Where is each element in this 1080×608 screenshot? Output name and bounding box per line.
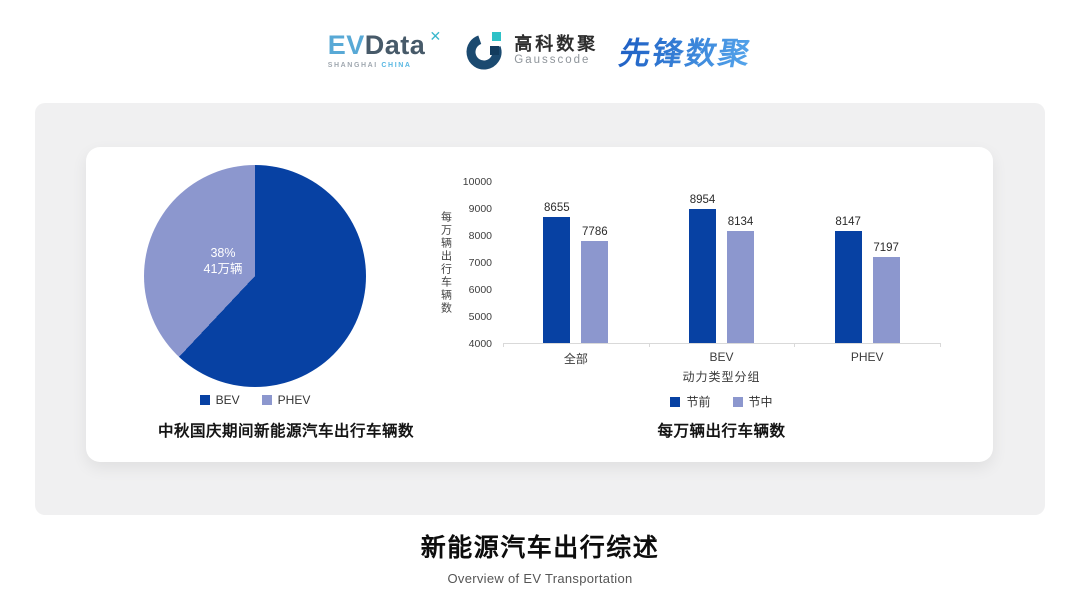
phev-swatch-icon: [261, 395, 272, 405]
y-tick-label: 5000: [468, 310, 492, 323]
bar-holder: 7786: [581, 182, 609, 343]
bar-节中-全部: [581, 240, 609, 343]
xianfeng-wordmark: 先锋数聚: [616, 35, 755, 71]
bar-holder: 8147: [834, 182, 862, 343]
pie-legend: BEV PHEV: [144, 393, 366, 407]
pie-legend-phev-label: PHEV: [277, 393, 311, 407]
y-tick-label: 8000: [468, 229, 492, 242]
pie-legend-item-bev: BEV: [199, 393, 240, 407]
pie-legend-bev-label: BEV: [215, 393, 240, 407]
gausscode-text-block: 高科数聚 Gausscode: [514, 34, 598, 67]
pie-label-phev: 38% 41万辆: [204, 245, 243, 278]
pie-legend-item-phev: PHEV: [261, 393, 311, 407]
pie-bev-value: 66万辆: [373, 330, 413, 344]
bar-value-label: 8147: [835, 216, 861, 229]
bar-legend-item-pre: 节前: [670, 393, 711, 410]
bar-value-label: 8655: [544, 202, 570, 215]
bar-group-PHEV: 8147 7197 PHEV: [794, 182, 940, 364]
evdata-wordmark: EVData: [327, 29, 426, 60]
bar-value-label: 7786: [582, 225, 608, 238]
y-axis-ticks: 4000 5000 6000 7000 8000 9000 10000: [452, 176, 492, 348]
bar-节中-PHEV: [872, 256, 900, 343]
bar-value-label: 8954: [689, 194, 716, 207]
bar-legend: 节前 节中: [503, 393, 940, 410]
bar-y-axis-title: 每万辆出行车辆数: [439, 211, 452, 315]
xianfeng-logo: 先锋数聚: [616, 28, 756, 73]
bar-group-BEV: 8954 8134 BEV: [649, 182, 795, 364]
gausscode-g-icon: [466, 32, 502, 70]
y-tick-label: 6000: [468, 283, 492, 296]
chart-card: 38% 41万辆 62% 66万辆 BEV PHEV 中秋国庆期间新能源汽车出行…: [86, 147, 993, 462]
pie-phev-percent: 38%: [210, 245, 236, 260]
gausscode-cn-text: 高科数聚: [514, 33, 599, 54]
bar-value-label: 8134: [727, 216, 754, 229]
bar-legend-mid-label: 节中: [748, 395, 773, 409]
gausscode-logo: 高科数聚 Gausscode: [463, 29, 598, 71]
bar-holder: 8954: [689, 182, 716, 343]
bar-plot: 8655 7786 全部 8954 8134 BEV 8147 7197 PHEV: [503, 182, 941, 366]
y-tick-label: 10000: [462, 175, 492, 188]
pie-label-bev: 62% 66万辆: [374, 313, 413, 346]
bar-节前-PHEV: [834, 231, 862, 343]
logo-row: EVData ✕ SHANGHAI CHINA 高科数聚 Gausscode 先…: [0, 20, 1080, 80]
pre-holiday-swatch-icon: [670, 397, 681, 407]
bar-节前-全部: [543, 217, 571, 343]
evdata-logo: EVData ✕ SHANGHAI CHINA: [327, 28, 442, 69]
category-label: PHEV: [850, 350, 884, 364]
bar-holder: 8655: [543, 182, 571, 343]
bar-value-label: 7197: [873, 241, 899, 254]
bar-节中-BEV: [727, 231, 754, 343]
bar-group-全部: 8655 7786 全部: [503, 182, 649, 366]
evdata-sub-shanghai: SHANGHAI: [327, 61, 378, 69]
x-axis-tick: [940, 343, 941, 347]
x-axis-tick: [503, 343, 504, 347]
category-label: 全部: [563, 352, 588, 366]
bar-legend-pre-label: 节前: [686, 395, 711, 409]
evdata-ev-text: EV: [327, 29, 365, 60]
pie-bev-percent: 62%: [380, 313, 406, 328]
pinwheel-x-icon: ✕: [429, 27, 442, 44]
bar-节前-BEV: [689, 209, 716, 343]
bar-legend-item-mid: 节中: [732, 393, 773, 410]
pie-chart: 38% 41万辆 62% 66万辆: [144, 165, 412, 387]
category-label: BEV: [709, 350, 734, 364]
footer: 新能源汽车出行综述 Overview of EV Transportation: [0, 528, 1080, 586]
bar-x-axis-title: 动力类型分组: [682, 370, 761, 384]
y-tick-label: 9000: [468, 202, 492, 215]
pie-phev-value: 41万辆: [203, 262, 243, 276]
page-title: 新能源汽车出行综述: [420, 534, 660, 562]
y-tick-label: 7000: [468, 256, 492, 269]
y-tick-label: 4000: [468, 337, 492, 350]
mid-holiday-swatch-icon: [732, 397, 743, 407]
pie-chart-title: 中秋国庆期间新能源汽车出行车辆数: [157, 423, 414, 440]
evdata-data-text: Data: [364, 29, 426, 60]
bar-chart-title: 每万辆出行车辆数: [657, 423, 786, 440]
x-axis-tick: [648, 343, 650, 347]
bar-holder: 7197: [872, 182, 900, 343]
bev-swatch-icon: [199, 395, 210, 405]
page-subtitle: Overview of EV Transportation: [447, 571, 633, 586]
gausscode-en-text: Gausscode: [514, 54, 591, 67]
bar-holder: 8134: [727, 182, 754, 343]
evdata-sub-china: CHINA: [381, 61, 412, 69]
evdata-subtitle: SHANGHAI CHINA: [328, 62, 412, 69]
x-axis-tick: [794, 343, 796, 347]
